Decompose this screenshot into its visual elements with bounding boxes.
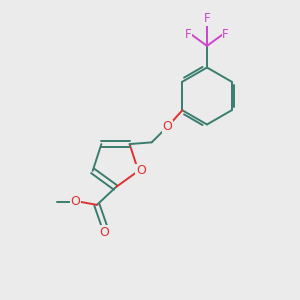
Text: O: O [162,120,172,133]
Text: O: O [136,164,146,177]
Text: F: F [204,12,210,26]
Text: F: F [185,28,192,41]
Text: F: F [222,28,229,41]
Text: O: O [100,226,109,239]
Text: O: O [70,195,80,208]
